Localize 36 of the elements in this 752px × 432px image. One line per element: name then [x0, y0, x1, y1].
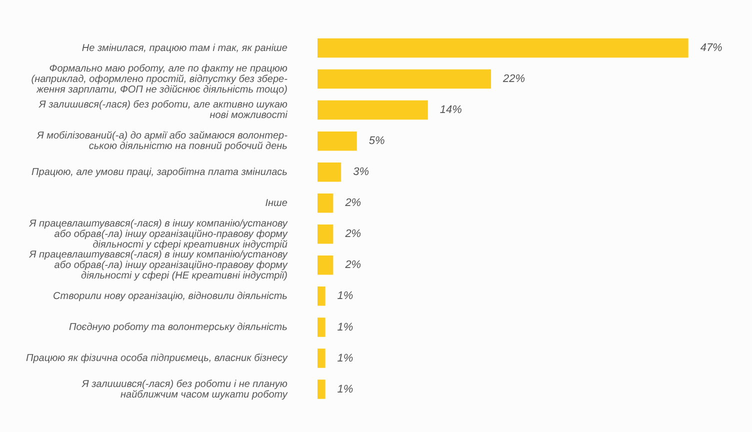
bar: [317, 100, 428, 120]
bar: [317, 286, 326, 306]
data-label: 1%: [337, 321, 354, 334]
bar: [317, 38, 688, 58]
y-tick-label: Працюю, але умови праці, заробітна плата змінилась: [32, 166, 288, 178]
data-label: 1%: [337, 383, 354, 396]
bar: [317, 162, 342, 182]
y-tick-label: Працюю як фізична особа підприємець, власник бізнесу: [26, 353, 288, 364]
data-label: 14%: [440, 104, 462, 116]
y-tick-label: Формально маю роботу, але по факту не працюю (наприклад, оформлено простій, відпустку без збере- ження зарплати, ФОП не здійснює діяльність тощо): [31, 63, 288, 96]
bar: [317, 256, 334, 275]
bar: [317, 69, 492, 89]
bar: [317, 348, 326, 368]
data-label: 22%: [502, 73, 526, 86]
y-tick-label: Я залишився(-лася) без роботи, але активно шукаю нові можливості: [38, 100, 288, 122]
data-label: 3%: [353, 166, 370, 178]
y-tick-label: Поєдную роботу та волонтерську діяльність: [68, 322, 288, 333]
data-label: 2%: [344, 197, 362, 210]
y-tick-label: Інше: [265, 198, 288, 209]
data-label: 5%: [368, 135, 385, 148]
bar: [317, 194, 334, 213]
bar: [317, 380, 326, 399]
data-label: 47%: [700, 42, 723, 54]
bar: [317, 318, 326, 337]
bar: [317, 131, 357, 151]
data-label: 2%: [344, 228, 362, 240]
data-label: 1%: [337, 352, 354, 364]
y-tick-label: Я працевлаштувався(-лася) в іншу компанію/установу або обрав(-ла) іншу організаційно-правову форму діяльності у сфері креативних індустрій: [28, 218, 288, 250]
y-tick-label: Створили нову організацію, відновили діяльність: [53, 290, 288, 302]
data-label: 1%: [337, 290, 354, 302]
y-tick-label: Я мобілізований(-а) до армії або займаюся волонтер- ською діяльністю на повний робочий день: [36, 130, 288, 152]
data-label: 2%: [344, 259, 362, 272]
bar: [317, 224, 334, 244]
y-tick-label: Я залишився(-лася) без роботи і не планую найближчим часом шукати роботу: [81, 378, 288, 400]
y-tick-label: Не змінилася, працюю там і так, як раніше: [82, 42, 288, 54]
y-tick-label: Я працевлаштувався(-лася) в іншу компанію/установу або обрав(-ла) іншу організаційно-правову форму діяльності у сфері (НЕ креативні індустрії): [28, 249, 288, 282]
